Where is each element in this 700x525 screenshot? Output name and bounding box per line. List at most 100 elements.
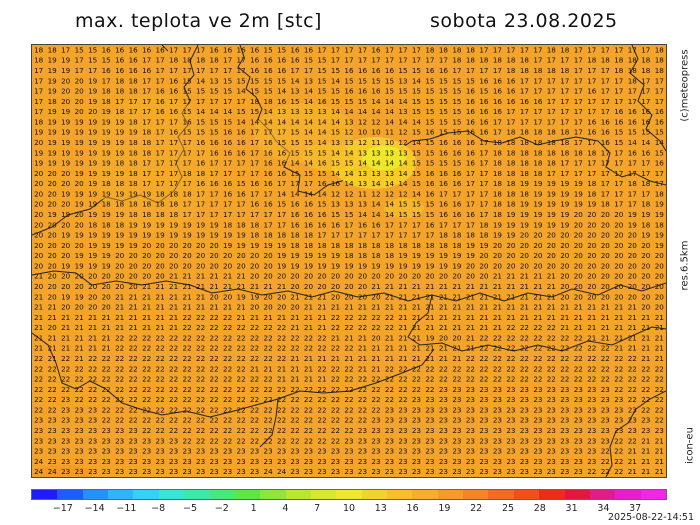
- temperature-value: 19: [641, 231, 651, 240]
- temperature-value: 19: [88, 261, 98, 270]
- temperature-value: 19: [628, 220, 638, 229]
- temperature-value: 16: [277, 159, 287, 168]
- temperature-value: 23: [102, 426, 111, 435]
- temperature-value: 22: [574, 375, 583, 384]
- temperature-value: 21: [533, 282, 542, 291]
- temperature-value: 22: [587, 467, 596, 476]
- temperature-value: 19: [115, 117, 125, 126]
- temperature-value: 20: [75, 97, 85, 106]
- temperature-value: 19: [142, 220, 152, 229]
- temperature-value: 21: [641, 323, 650, 332]
- temperature-value: 17: [358, 231, 367, 240]
- temperature-value: 20: [48, 179, 58, 188]
- temperature-value: 16: [129, 45, 139, 54]
- temperature-value: 17: [628, 45, 637, 54]
- temperature-value: 22: [169, 385, 178, 394]
- temperature-value: 23: [587, 416, 596, 425]
- temperature-value: 19: [115, 148, 125, 157]
- temperature-value: 23: [452, 467, 461, 476]
- temperature-value: 15: [412, 148, 421, 157]
- temperature-value: 23: [560, 457, 569, 466]
- temperature-value: 21: [344, 303, 353, 312]
- temperature-value: 21: [237, 303, 246, 312]
- temperature-value: 18: [587, 189, 597, 198]
- temperature-value: 19: [439, 251, 449, 260]
- temperature-value: 22: [169, 375, 178, 384]
- temperature-value: 18: [425, 241, 435, 250]
- temperature-value: 18: [142, 138, 152, 147]
- temperature-value: 16: [277, 148, 287, 157]
- temperature-value: 22: [290, 395, 299, 404]
- temperature-value: 19: [156, 231, 166, 240]
- temperature-value: 21: [655, 333, 664, 342]
- temperature-value: 16: [641, 107, 651, 116]
- temperature-value: 18: [250, 97, 260, 106]
- temperature-value: 22: [479, 375, 488, 384]
- temperature-value: 23: [452, 405, 461, 414]
- temperature-value: 22: [574, 333, 583, 342]
- temperature-value: 21: [533, 292, 542, 301]
- temperature-value: 22: [533, 354, 542, 363]
- temperature-value: 22: [250, 426, 259, 435]
- temperature-value: 20: [574, 231, 584, 240]
- temperature-value: 16: [466, 128, 476, 137]
- temperature-value: 23: [547, 447, 556, 456]
- temperature-value: 23: [493, 436, 502, 445]
- temperature-value: 20: [358, 282, 368, 291]
- temperature-value: 23: [466, 436, 475, 445]
- temperature-value: 21: [210, 272, 219, 281]
- temperature-value: 14: [264, 107, 274, 116]
- temperature-value: 23: [156, 467, 165, 476]
- temperature-value: 16: [210, 45, 220, 54]
- temperature-value: 23: [439, 416, 448, 425]
- temperature-value: 23: [506, 416, 515, 425]
- temperature-value: 19: [223, 231, 233, 240]
- temperature-value: 22: [169, 416, 178, 425]
- temperature-value: 20: [479, 251, 489, 260]
- temperature-value: 22: [317, 385, 326, 394]
- temperature-value: 22: [264, 375, 273, 384]
- temperature-value: 21: [196, 303, 205, 312]
- temperature-value: 16: [452, 200, 462, 209]
- temperature-value: 17: [628, 189, 637, 198]
- temperature-value: 22: [290, 426, 299, 435]
- temperature-value: 14: [358, 107, 368, 116]
- temperature-value: 23: [385, 436, 394, 445]
- temperature-value: 15: [264, 87, 273, 96]
- temperature-value: 17: [520, 107, 529, 116]
- temperature-value: 15: [425, 117, 434, 126]
- temperature-value: 17: [344, 220, 353, 229]
- temperature-value: 16: [250, 56, 260, 65]
- temperature-value: 19: [75, 117, 85, 126]
- color-scale-tick-label: 34: [597, 503, 610, 514]
- temperature-value: 21: [412, 333, 421, 342]
- temperature-value: 22: [61, 354, 70, 363]
- color-scale-swatch: [108, 490, 134, 499]
- temperature-value: 23: [344, 467, 353, 476]
- temperature-value: 23: [277, 447, 286, 456]
- temperature-value: 21: [587, 323, 596, 332]
- temperature-value: 23: [385, 416, 394, 425]
- temperature-value: 18: [547, 148, 557, 157]
- temperature-value: 17: [574, 107, 583, 116]
- temperature-value: 21: [317, 303, 326, 312]
- temperature-value: 17: [142, 159, 151, 168]
- temperature-value: 16: [628, 117, 638, 126]
- temperature-value: 17: [628, 87, 637, 96]
- temperature-value: 22: [277, 416, 286, 425]
- temperature-value: 24: [34, 457, 44, 466]
- temperature-value: 23: [102, 436, 111, 445]
- temperature-value: 22: [358, 385, 367, 394]
- temperature-value: 18: [264, 231, 274, 240]
- temperature-value: 21: [439, 292, 448, 301]
- temperature-value: 23: [61, 416, 70, 425]
- temperature-value: 18: [520, 189, 530, 198]
- temperature-value: 15: [412, 169, 421, 178]
- temperature-value: 21: [169, 303, 178, 312]
- temperature-value: 23: [466, 457, 475, 466]
- temperature-value: 19: [75, 159, 85, 168]
- temperature-value: 19: [75, 148, 85, 157]
- temperature-value: 17: [560, 56, 569, 65]
- temperature-value: 16: [317, 210, 327, 219]
- temperature-value: 17: [655, 87, 664, 96]
